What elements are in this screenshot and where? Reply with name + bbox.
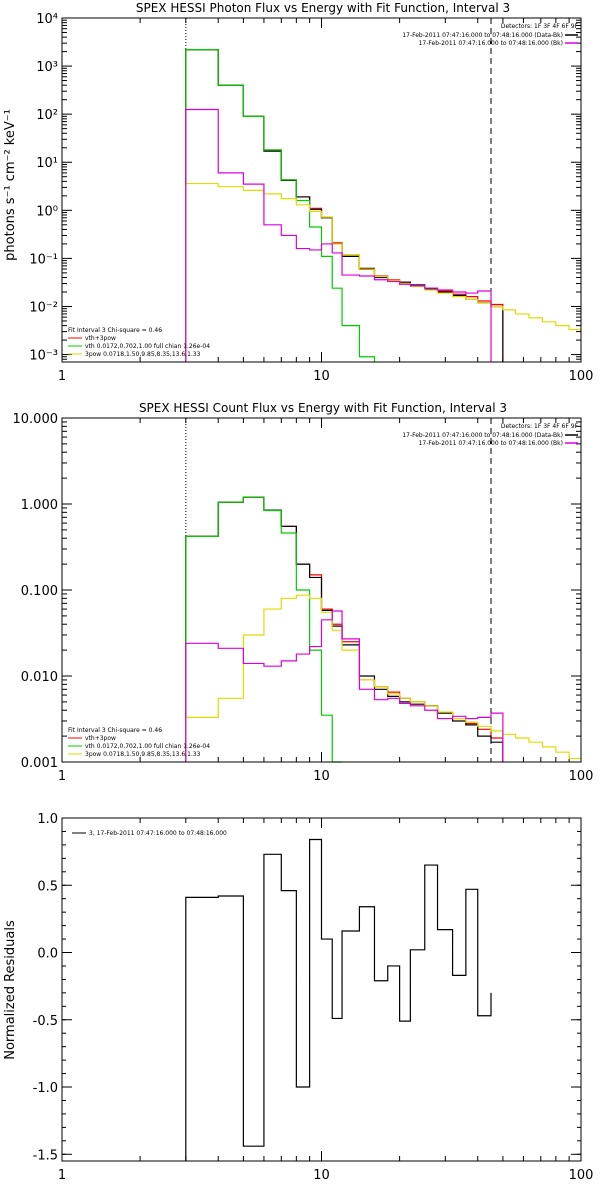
residuals-y-tick-label: -1.5 bbox=[33, 1148, 58, 1163]
photon-series-line bbox=[185, 108, 492, 362]
residuals-legend-interval: 3, 17-Feb-2011 07:47:16.000 to 07:48:16.… bbox=[89, 830, 227, 837]
photon-legend-bk: 17-Feb-2011 07:47:16.000 to 07:48:16.000… bbox=[419, 40, 563, 47]
count-legend-fit-interval: Fit Interval 3 Chi-square = 0.46 bbox=[68, 727, 162, 734]
photon-legend-vth: vth 0.0172,0.702,1.00 full chian 1.26e-0… bbox=[85, 343, 210, 350]
photon-legend-fit-interval: Fit Interval 3 Chi-square = 0.46 bbox=[68, 327, 162, 334]
photon-legend-vth3pow: vth+3pow bbox=[85, 335, 116, 342]
photon-y-tick-label: 10⁴ bbox=[36, 12, 58, 27]
count-y-tick-label: 10.000 bbox=[13, 412, 59, 427]
photon-series-line bbox=[185, 49, 376, 362]
count-legend-data-bk: 17-Feb-2011 07:47:16.000 to 07:48:16.000… bbox=[402, 432, 563, 439]
count-flux-plot: SPEX HESSI Count Flux vs Energy with Fit… bbox=[13, 401, 594, 784]
photon-series-line bbox=[185, 49, 504, 362]
count-plot-title: SPEX HESSI Count Flux vs Energy with Fit… bbox=[139, 401, 507, 415]
residuals-y-tick-label: -0.5 bbox=[33, 1014, 58, 1029]
residuals-y-axis-label: Normalized Residuals bbox=[3, 920, 18, 1060]
residuals-x-tick-label: 100 bbox=[569, 1168, 594, 1183]
residuals-legend: 3, 17-Feb-2011 07:47:16.000 to 07:48:16.… bbox=[72, 830, 227, 837]
count-plot-frame bbox=[61, 417, 582, 763]
count-legend-bk: 17-Feb-2011 07:47:16.000 to 07:48:16.000… bbox=[419, 440, 563, 447]
photon-plot-title: SPEX HESSI Photon Flux vs Energy with Fi… bbox=[136, 1, 510, 15]
photon-x-tick-label: 1 bbox=[58, 369, 66, 384]
count-x-tick-label: 100 bbox=[569, 769, 594, 784]
count-legend-top-right: Detectors: 1F 3F 4F 6F 9F 17-Feb-2011 07… bbox=[402, 423, 578, 447]
residuals-y-tick-label: 0.0 bbox=[37, 947, 58, 962]
photon-y-tick-label: 10⁻² bbox=[29, 300, 58, 315]
photon-x-tick-label: 10 bbox=[313, 369, 330, 384]
photon-legend-detectors: Detectors: 1F 3F 4F 6F 9F bbox=[501, 23, 579, 30]
photon-y-tick-label: 10⁰ bbox=[36, 204, 58, 219]
photon-series-line bbox=[185, 182, 581, 362]
photon-y-tick-label: 10⁻¹ bbox=[29, 252, 58, 267]
photon-y-tick-label: 10³ bbox=[36, 60, 58, 75]
count-legend-bottom-left: Fit Interval 3 Chi-square = 0.46 vth+3po… bbox=[68, 727, 210, 758]
residuals-x-tick-label: 1 bbox=[58, 1168, 66, 1183]
count-x-tick-label: 10 bbox=[313, 769, 330, 784]
count-x-tick-label: 1 bbox=[58, 769, 66, 784]
photon-y-tick-label: 10⁻³ bbox=[29, 349, 58, 364]
residuals-plot-frame bbox=[61, 817, 582, 1162]
photon-y-tick-label: 10¹ bbox=[36, 156, 58, 171]
photon-series-line bbox=[185, 49, 504, 362]
count-legend-vth3pow: vth+3pow bbox=[85, 735, 116, 742]
photon-x-tick-label: 100 bbox=[569, 369, 594, 384]
count-series-line bbox=[185, 496, 504, 762]
residuals-y-tick-label: 0.5 bbox=[37, 879, 58, 894]
photon-legend-bottom-left: Fit Interval 3 Chi-square = 0.46 vth+3po… bbox=[68, 327, 210, 358]
count-series-line bbox=[185, 594, 581, 762]
count-legend-3pow: 3pow 0.0718,1.50,9.85,8.35,13.6,1.33 bbox=[85, 751, 201, 758]
residuals-y-tick-label: -1.0 bbox=[33, 1081, 58, 1096]
residuals-series-line bbox=[185, 838, 492, 1161]
count-legend-detectors: Detectors: 1F 3F 4F 6F 9F bbox=[501, 423, 579, 430]
count-y-tick-label: 0.001 bbox=[21, 756, 58, 771]
count-y-tick-label: 1.000 bbox=[21, 498, 58, 513]
residuals-y-tick-label: 1.0 bbox=[37, 812, 58, 827]
count-series-line bbox=[185, 496, 504, 762]
count-y-tick-label: 0.100 bbox=[21, 584, 58, 599]
residuals-plot: Normalized Residuals 1 10 100 1.0 0.5 0.0 -0.5… bbox=[3, 812, 594, 1183]
photon-legend-3pow: 3pow 0.0718,1.50,9.85,8.35,13.6,1.33 bbox=[85, 351, 201, 358]
count-series-line bbox=[185, 496, 343, 763]
photon-flux-plot: SPEX HESSI Photon Flux vs Energy with Fi… bbox=[3, 1, 594, 384]
photon-y-axis-label: photons s⁻¹ cm⁻² keV⁻¹ bbox=[3, 109, 18, 261]
photon-plot-frame bbox=[61, 17, 582, 363]
count-legend-vth: vth 0.0172,0.702,1.00 full chian 1.26e-0… bbox=[85, 743, 210, 750]
count-y-tick-label: 0.010 bbox=[21, 670, 58, 685]
residuals-x-tick-label: 10 bbox=[313, 1168, 330, 1183]
photon-legend-top-right: Detectors: 1F 3F 4F 6F 9F 17-Feb-2011 07… bbox=[402, 23, 578, 47]
count-series-line bbox=[185, 610, 504, 762]
photon-y-tick-label: 10² bbox=[36, 108, 58, 123]
photon-legend-data-bk: 17-Feb-2011 07:47:16.000 to 07:48:16.000… bbox=[402, 32, 563, 39]
